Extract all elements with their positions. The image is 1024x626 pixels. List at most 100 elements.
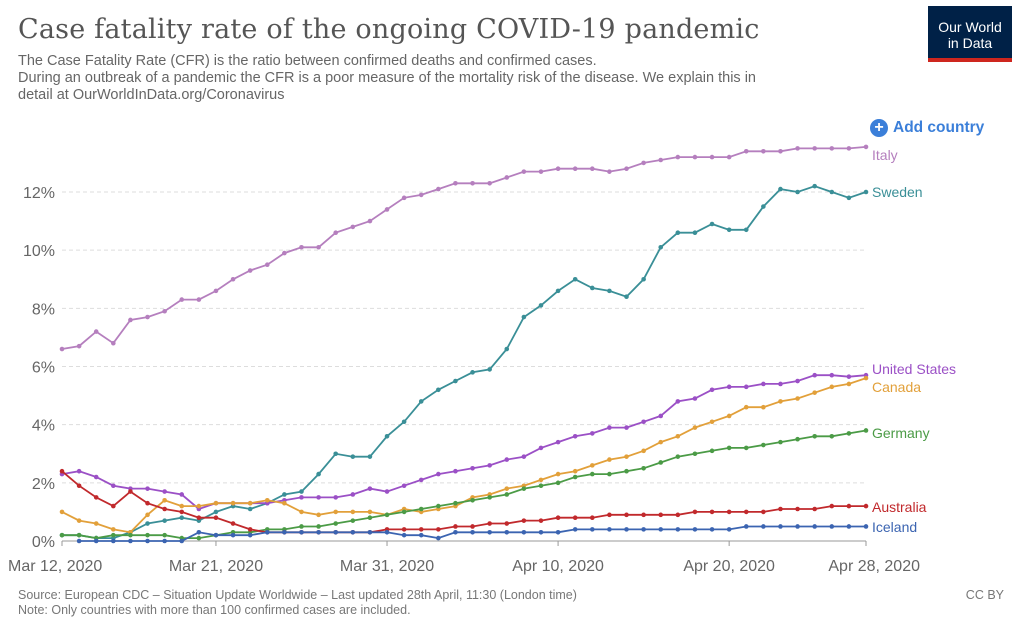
data-point <box>367 454 373 459</box>
data-point <box>470 497 475 503</box>
data-point <box>624 425 629 430</box>
data-point <box>846 503 852 509</box>
data-point <box>692 230 698 236</box>
data-point <box>111 503 116 509</box>
data-point <box>470 370 475 375</box>
series-label: Sweden <box>872 184 923 200</box>
data-point <box>846 524 852 529</box>
data-point <box>709 387 715 393</box>
series-label: Germany <box>872 425 930 441</box>
data-point <box>145 314 150 320</box>
data-point <box>846 146 852 151</box>
data-point <box>709 221 715 227</box>
add-country-button[interactable]: + Add country <box>870 119 984 137</box>
license-link[interactable]: CC BY <box>965 588 1004 602</box>
data-point <box>436 186 441 192</box>
data-point <box>213 532 219 538</box>
data-point <box>111 340 116 346</box>
series-line-australia <box>61 470 866 534</box>
owid-logo[interactable]: Our World in Data <box>928 6 1012 62</box>
data-point <box>401 527 407 532</box>
data-point <box>162 489 167 494</box>
data-point <box>726 384 732 390</box>
series-label: Italy <box>872 147 898 163</box>
data-point <box>675 399 681 404</box>
data-point <box>863 375 869 381</box>
data-point <box>589 463 595 468</box>
x-tick-label: Apr 20, 2020 <box>683 558 775 575</box>
data-point <box>572 515 578 521</box>
data-point <box>333 230 339 236</box>
data-point <box>761 148 766 154</box>
data-point <box>607 471 612 477</box>
data-point <box>401 532 407 538</box>
data-point <box>555 515 561 521</box>
data-point <box>470 180 475 186</box>
data-point <box>778 148 783 154</box>
data-point <box>316 244 321 250</box>
data-point <box>709 527 715 532</box>
data-point <box>795 524 800 529</box>
data-point <box>675 154 681 160</box>
data-point <box>641 419 646 425</box>
data-point <box>453 180 458 186</box>
data-point <box>572 166 578 172</box>
data-point <box>470 524 475 529</box>
data-point <box>607 169 612 174</box>
data-point <box>350 509 356 515</box>
data-point <box>145 521 150 526</box>
data-point <box>145 532 150 538</box>
plus-icon: + <box>870 119 888 137</box>
data-point <box>658 439 664 445</box>
data-point <box>538 445 544 451</box>
data-point <box>179 297 185 302</box>
data-point <box>589 527 595 532</box>
data-point <box>795 396 800 401</box>
data-point <box>93 329 99 334</box>
series-label: Australia <box>872 499 927 515</box>
data-point <box>846 381 852 387</box>
data-point <box>299 495 304 500</box>
data-point <box>487 180 492 186</box>
data-point <box>162 518 167 523</box>
data-point <box>76 343 82 349</box>
data-point <box>418 477 424 483</box>
data-point <box>93 521 99 526</box>
series-label: United States <box>872 361 956 377</box>
data-point <box>743 227 749 233</box>
data-point <box>59 346 65 352</box>
data-point <box>624 294 629 300</box>
data-point <box>247 268 253 273</box>
data-point <box>846 195 852 201</box>
data-point <box>316 512 321 518</box>
data-point <box>299 244 304 250</box>
data-point <box>162 532 167 538</box>
data-point <box>624 527 629 532</box>
data-point <box>436 503 441 509</box>
data-point <box>145 486 150 491</box>
x-tick-label: Mar 12, 2020 <box>8 558 102 575</box>
data-point <box>196 535 202 541</box>
data-point <box>795 189 800 195</box>
data-point <box>589 471 595 477</box>
series-line-germany <box>62 429 867 540</box>
data-point <box>675 527 681 532</box>
data-point <box>282 500 287 506</box>
data-point <box>863 144 869 150</box>
data-point <box>743 404 749 410</box>
data-point <box>743 509 749 515</box>
data-point <box>521 314 527 320</box>
data-point <box>812 183 817 189</box>
data-point <box>247 527 253 532</box>
data-point <box>93 495 99 500</box>
subtitle-line: During an outbreak of a pandemic the CFR… <box>18 70 756 86</box>
data-point <box>76 532 82 538</box>
data-point <box>743 384 749 390</box>
data-point <box>350 224 356 230</box>
subtitle-line[interactable]: detail at OurWorldInData.org/Coronavirus <box>18 87 285 103</box>
data-point <box>538 529 544 535</box>
data-point <box>213 288 219 294</box>
data-point <box>384 529 390 535</box>
data-point <box>692 451 698 457</box>
data-point <box>145 500 150 506</box>
